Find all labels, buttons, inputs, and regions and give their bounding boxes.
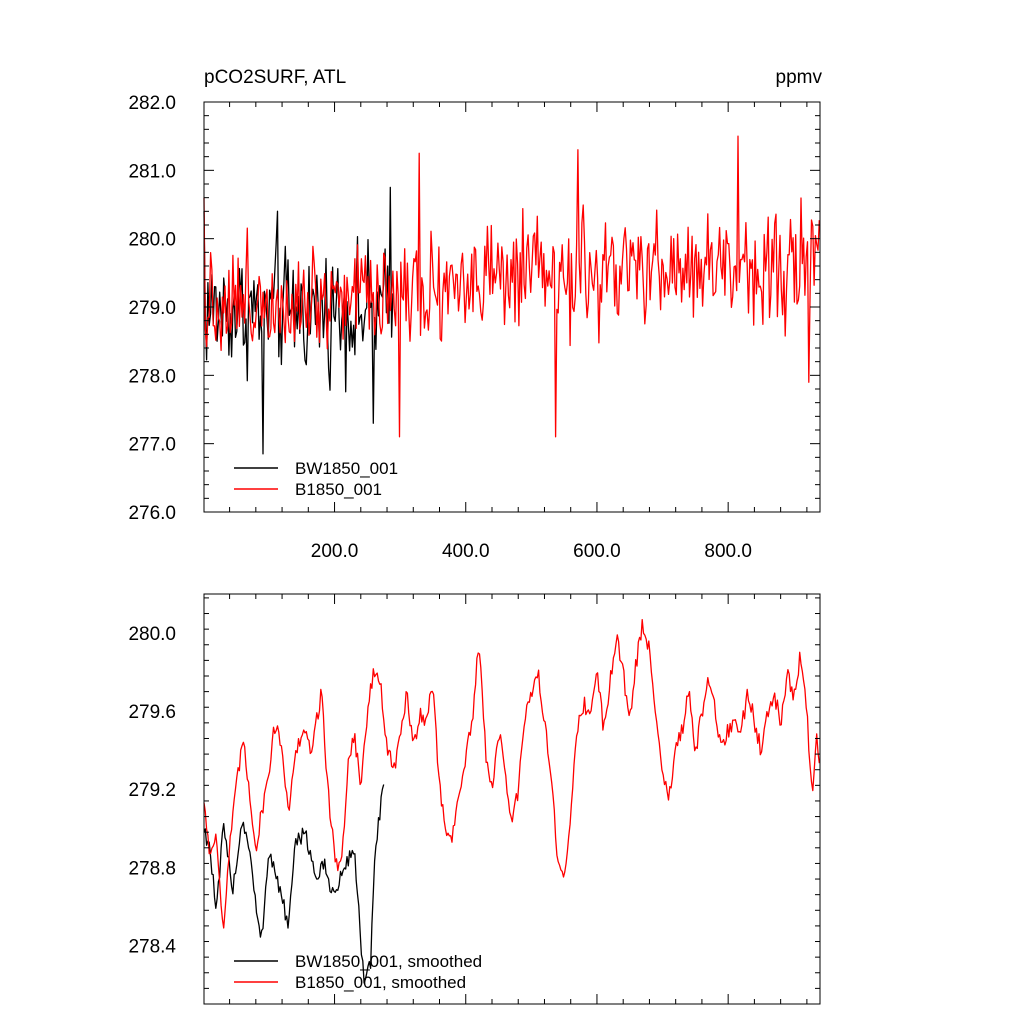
y-tick-label: 279.2 — [128, 780, 176, 801]
top-panel: pCO2SURF, ATL ppmv 276.0277.0278.0279.02… — [128, 67, 822, 562]
top-series-layer — [203, 135, 820, 455]
y-tick-label: 280.0 — [128, 624, 176, 645]
y-tick-label: 278.8 — [128, 858, 176, 879]
series-line-1 — [203, 618, 820, 929]
y-tick-label: 282.0 — [128, 93, 176, 114]
y-tick-label: 277.0 — [128, 435, 176, 456]
legend-label: B1850_001, smoothed — [295, 973, 466, 992]
y-tick-label: 278.4 — [128, 936, 176, 957]
y-tick-label: 281.0 — [128, 161, 176, 182]
series-line-0 — [203, 784, 385, 984]
x-tick-label: 400.0 — [442, 541, 490, 562]
y-tick-label: 276.0 — [128, 503, 176, 524]
series-line-1 — [203, 135, 820, 438]
x-tick-label: 200.0 — [311, 541, 359, 562]
y-tick-label: 279.6 — [128, 702, 176, 723]
top-legend: BW1850_001 B1850_001 — [234, 459, 398, 499]
y-tick-label: 279.0 — [128, 298, 176, 319]
x-tick-label: 600.0 — [573, 541, 621, 562]
legend-label: BW1850_001 — [295, 459, 398, 478]
top-plot-frame — [203, 101, 821, 513]
y-tick-label: 278.0 — [128, 366, 176, 387]
top-axis-layer: 276.0 277.0 278.0 279.0 280.0 281.0 282.0 200.0… — [128, 93, 820, 562]
top-panel-title: pCO2SURF, ATL — [204, 67, 346, 88]
bottom-axis-layer: 278.4 278.8 279.2 279.6 280.0 — [128, 594, 820, 1005]
bottom-plot-frame — [203, 593, 821, 1005]
bottom-legend: BW1850_001, smoothed B1850_001, smoothed — [234, 952, 482, 992]
bottom-series-layer — [203, 618, 820, 984]
bottom-panel: 278.4 278.8 279.2 279.6 280.0 BW1850_001, sm… — [128, 593, 821, 1005]
legend-label: B1850_001 — [295, 480, 382, 499]
series-line-0 — [203, 186, 394, 455]
y-tick-label: 280.0 — [128, 230, 176, 251]
x-tick-label: 800.0 — [704, 541, 752, 562]
legend-label: BW1850_001, smoothed — [295, 952, 482, 971]
top-panel-units: ppmv — [776, 67, 823, 88]
